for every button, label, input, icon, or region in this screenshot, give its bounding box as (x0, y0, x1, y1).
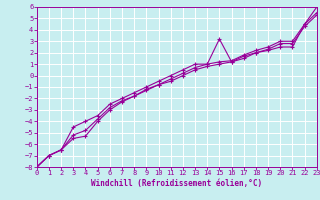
X-axis label: Windchill (Refroidissement éolien,°C): Windchill (Refroidissement éolien,°C) (91, 179, 262, 188)
